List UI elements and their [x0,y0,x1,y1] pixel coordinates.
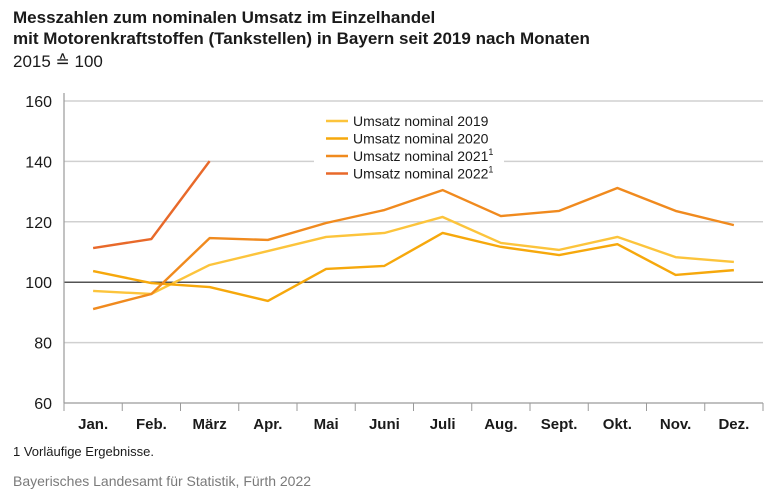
x-tick-label: Apr. [253,416,282,433]
chart-title-line2: mit Motorenkraftstoffen (Tankstellen) in… [13,29,590,48]
legend-label: Umsatz nominal 20211 [353,147,493,164]
legend-label: Umsatz nominal 2020 [353,131,489,147]
y-tick-label: 80 [34,336,52,353]
footnote: 1 Vorläufige Ergebnisse. [13,444,154,459]
x-tick-label: Sept. [541,416,578,433]
legend-label: Umsatz nominal 20221 [353,165,493,182]
series-line [92,231,734,303]
series-line [92,186,735,311]
y-tick-label: 160 [25,94,52,111]
y-tick-label: 120 [25,215,52,232]
y-tick-label: 60 [34,396,52,413]
y-tick-label: 100 [25,275,52,292]
x-tick-label: Juli [430,416,456,433]
x-tick-label: Aug. [484,416,517,433]
x-tick-label: Feb. [136,416,167,433]
x-tick-label: Mai [314,416,339,433]
y-tick-label: 140 [25,154,52,171]
chart-title-line1: Messzahlen zum nominalen Umsatz im Einze… [13,8,436,27]
x-tick-label: März [193,416,227,433]
x-tick-label: Jan. [78,416,108,433]
legend-label: Umsatz nominal 2019 [353,113,489,129]
series-line [92,160,211,250]
x-tick-label: Juni [369,416,400,433]
chart-subtitle: 2015 ≙ 100 [13,52,103,71]
x-tick-label: Dez. [718,416,749,433]
source-note: Bayerisches Landesamt für Statistik, Für… [13,473,312,489]
series-line [93,215,734,296]
x-tick-label: Nov. [660,416,691,433]
x-tick-label: Okt. [603,416,632,433]
